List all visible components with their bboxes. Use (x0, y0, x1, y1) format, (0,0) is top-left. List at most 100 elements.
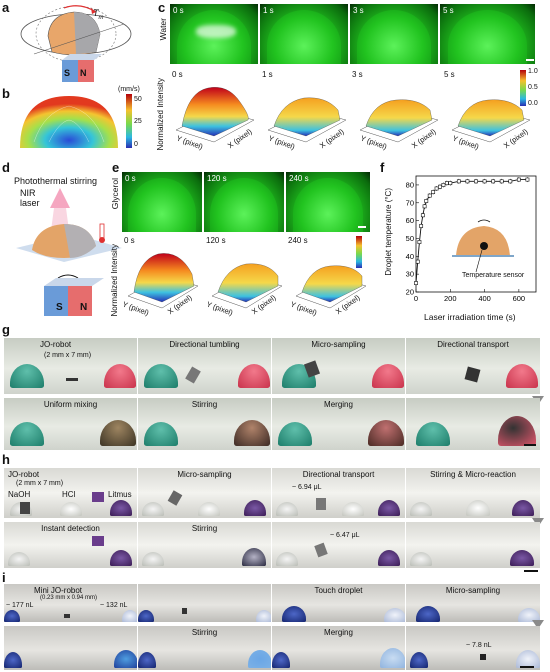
i-row-1: Mini JO-robot (0.23 mm x 0.94 mm) ~ 177 … (4, 584, 540, 622)
water-intensity-surfaces (175, 87, 531, 143)
panel-label-c: c (158, 0, 166, 15)
g-step-micro-sampling: Micro-sampling (272, 338, 406, 394)
water-row-label: Water (158, 18, 168, 41)
data-point (525, 177, 530, 182)
i-step-micro-sampling: Micro-sampling (406, 584, 540, 622)
glycerol-row-label: Glycerol (110, 178, 120, 210)
i-volume-right: ~ 132 nL (100, 602, 128, 609)
data-point (434, 186, 439, 191)
normalized-intensity-label-c: Normalized Intensity (156, 78, 165, 151)
reagent-litmus: Litmus (108, 490, 132, 499)
magnet-s-label: S (64, 68, 71, 78)
temperature-chart-axes (415, 175, 537, 293)
water-frame-5s: 5 s (440, 4, 535, 64)
chart-frame (415, 175, 537, 293)
temperature-chart-ticks: 0 200 400 600 20 30 40 50 60 70 80 (406, 180, 525, 303)
water-frame-1s: 1 s (260, 4, 348, 64)
i-volume-3: ~ 7.8 nL (466, 642, 492, 649)
h-step-directional-transport: Directional transport ~ 6.94 μL (272, 468, 406, 518)
normalized-intensity-label-e: Normalized Intensity (110, 244, 119, 317)
data-point (444, 181, 449, 186)
data-point (448, 181, 453, 186)
g-row-2: Uniform mixing Stirring Merging (4, 398, 540, 450)
y-tick-label: 80 (406, 180, 414, 189)
data-point (424, 199, 429, 203)
h-step-stirring: Stirring (138, 522, 272, 568)
y-tick-label: 30 (406, 270, 414, 279)
i-step-transport: ~ 7.8 nL (406, 626, 540, 670)
data-point (474, 179, 478, 184)
x-tick-label: 400 (478, 294, 491, 303)
intensity-colorbar-e (356, 236, 362, 268)
scale-bar-c (526, 59, 534, 61)
data-point (456, 179, 461, 184)
surf-e-time-240: 240 s (288, 236, 308, 245)
flow-cbar-tick-25: 25 (134, 118, 142, 125)
panel-label-a: a (2, 0, 10, 15)
reagent-hcl: HCl (62, 490, 76, 499)
glycerol-frame-0s: 0 s (122, 172, 202, 232)
data-point (414, 281, 418, 285)
intensity-cbar-tick-05: 0.5 (528, 84, 538, 91)
scale-bar-i (520, 666, 534, 668)
glycerol-frame-120s: 120 s (204, 172, 284, 232)
i-row-2: Stirring Merging ~ 7.8 nL (4, 626, 540, 670)
water-frame-0s: 0 s (170, 4, 258, 64)
glycerol-intensity-surfaces (127, 253, 367, 309)
nir-laser-label: NIR laser (20, 188, 40, 208)
x-tick-label: 200 (444, 294, 457, 303)
torque-label: Tm (93, 8, 104, 21)
h-step-stirring-micro-reaction: Stirring & Micro-reaction (406, 468, 540, 518)
data-point (420, 213, 425, 218)
h-step-final (406, 522, 540, 568)
jo-robot-magnet-schematic (20, 5, 132, 82)
data-point (427, 193, 432, 198)
y-tick-label: 50 (406, 234, 414, 243)
flow-colorbar-unit: (mm/s) (118, 86, 140, 93)
h-row-2: Instant detection Stirring ~ 6.47 μL (4, 522, 540, 568)
h-volume-1: ~ 6.94 μL (292, 484, 322, 491)
scale-bar-h (524, 570, 538, 572)
data-point (438, 184, 442, 189)
photothermal-title: Photothermal stirring (14, 176, 98, 186)
data-point (415, 259, 420, 264)
temperature-sensor-inset (452, 219, 514, 273)
temperature-sensor-label: Temperature sensor (462, 272, 525, 279)
h-step-instant-detection: Instant detection (4, 522, 138, 568)
y-tick-label: 40 (406, 252, 414, 261)
i-step-mini-jo-robot: Mini JO-robot (0.23 mm x 0.94 mm) ~ 177 … (4, 584, 138, 622)
scale-bar-g (524, 444, 536, 446)
intensity-colorbar-c (520, 70, 526, 106)
photothermal-schematic (16, 188, 122, 316)
data-point (508, 179, 513, 184)
flow-colorbar (126, 94, 132, 148)
glycerol-frame-240s: 240 s (286, 172, 370, 232)
h-step-transport-2: ~ 6.47 μL (272, 522, 406, 568)
intensity-cbar-tick-1: 1.0 (528, 68, 538, 75)
panel-label-f: f (380, 160, 385, 175)
data-point (419, 224, 424, 228)
flow-velocity-field (20, 96, 118, 148)
panel-label-g: g (2, 322, 10, 337)
data-point (516, 177, 521, 182)
data-point (417, 240, 422, 244)
data-point (491, 179, 496, 184)
i-step-final-mix (4, 626, 138, 670)
g-step-merging: Merging (272, 398, 406, 450)
i-volume-left: ~ 177 nL (6, 602, 34, 609)
f-xlabel: Laser irradiation time (s) (424, 312, 516, 322)
d-magnet-s: S (56, 302, 63, 313)
i-step-stirring: Stirring (138, 626, 272, 670)
surf-c-time-1: 1 s (262, 70, 273, 79)
magnet-n-label: N (80, 68, 87, 78)
panel-label-h: h (2, 452, 10, 467)
i-step-merging: Merging (272, 626, 406, 670)
data-point (431, 190, 436, 194)
h-step-jo-robot: JO-robot (2 mm x 7 mm) NaOH HCl Litmus (4, 468, 138, 518)
surf-e-time-0: 0 s (124, 236, 135, 245)
temperature-chart: 0 200 400 600 20 30 40 50 60 70 80 (406, 175, 537, 303)
y-tick-label: 60 (406, 216, 414, 225)
y-tick-label: 20 (406, 288, 414, 297)
g-step-merging-final (406, 398, 540, 450)
intensity-cbar-tick-0: 0.0 (528, 100, 538, 107)
